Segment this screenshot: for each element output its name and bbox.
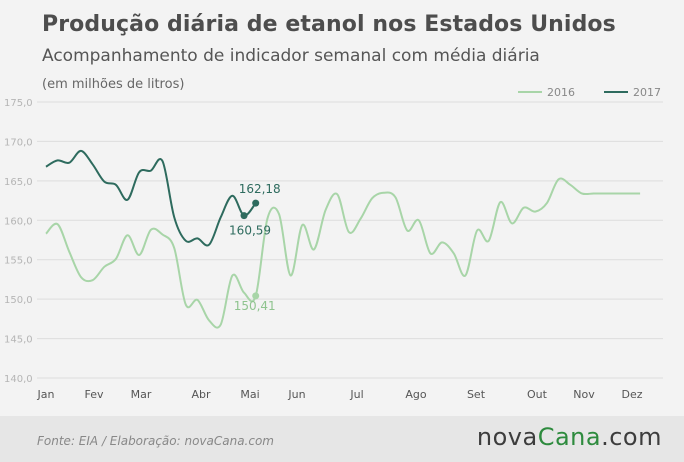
y-axis: 140,0 145,0 150,0 155,0 160,0 165,0 170,0 175,0 — [4, 98, 33, 385]
x-tick-label: Mar — [131, 388, 152, 401]
brand-logo: novaCana.com — [477, 423, 662, 451]
data-point-2016 — [252, 292, 260, 300]
y-tick-label: 160,0 — [4, 216, 33, 227]
y-tick-label: 150,0 — [4, 295, 33, 306]
x-tick-label: Set — [467, 388, 486, 401]
y-tick-label: 165,0 — [4, 177, 33, 188]
footer-bar: Fonte: EIA / Elaboração: novaCana.com no… — [0, 416, 684, 462]
x-tick-label: Jan — [37, 388, 55, 401]
legend-label-2016: 2016 — [547, 86, 575, 99]
data-label-2016: 150,41 — [234, 299, 276, 313]
x-tick-label: Ago — [405, 388, 427, 401]
x-axis: Jan Fev Mar Abr Mai Jun Jul Ago Set Out Nov Dez — [37, 388, 643, 401]
data-point-2017 — [252, 199, 260, 207]
data-label-2017: 160,59 — [229, 224, 271, 238]
y-tick-label: 140,0 — [4, 374, 33, 385]
brand-nova: nova — [476, 423, 538, 451]
y-tick-label: 170,0 — [4, 137, 33, 148]
brand-cana: Cana — [537, 423, 602, 451]
x-tick-label: Dez — [621, 388, 642, 401]
line-chart: 140,0 145,0 150,0 155,0 160,0 165,0 170,0 175,0… — [4, 86, 663, 401]
x-tick-label: Fev — [84, 388, 103, 401]
x-tick-label: Mai — [240, 388, 259, 401]
x-tick-label: Jul — [349, 388, 363, 401]
data-points: 150,41 160,59 162,18 — [229, 182, 281, 313]
data-label-2017: 162,18 — [239, 182, 281, 196]
y-tick-label: 145,0 — [4, 335, 33, 346]
series-line-2017 — [45, 149, 257, 247]
source-note: Fonte: EIA / Elaboração: novaCana.com — [37, 434, 274, 448]
chart-title: Produção diária de etanol nos Estados Un… — [42, 12, 616, 37]
y-tick-label: 175,0 — [4, 98, 33, 109]
x-tick-label: Nov — [573, 388, 595, 401]
grid-lines — [37, 101, 663, 379]
data-point-2017 — [240, 212, 248, 220]
series-lines — [45, 149, 641, 329]
legend-label-2017: 2017 — [633, 86, 661, 99]
y-tick-label: 155,0 — [4, 256, 33, 267]
chart-subtitle: Acompanhamento de indicador semanal com … — [42, 46, 540, 66]
legend: 2016 2017 — [518, 86, 661, 99]
x-tick-label: Jun — [287, 388, 305, 401]
x-tick-label: Abr — [191, 388, 211, 401]
series-line-2016 — [45, 177, 641, 329]
unit-label: (em milhões de litros) — [42, 77, 185, 92]
brand-com: .com — [601, 423, 662, 451]
x-tick-label: Out — [527, 388, 548, 401]
